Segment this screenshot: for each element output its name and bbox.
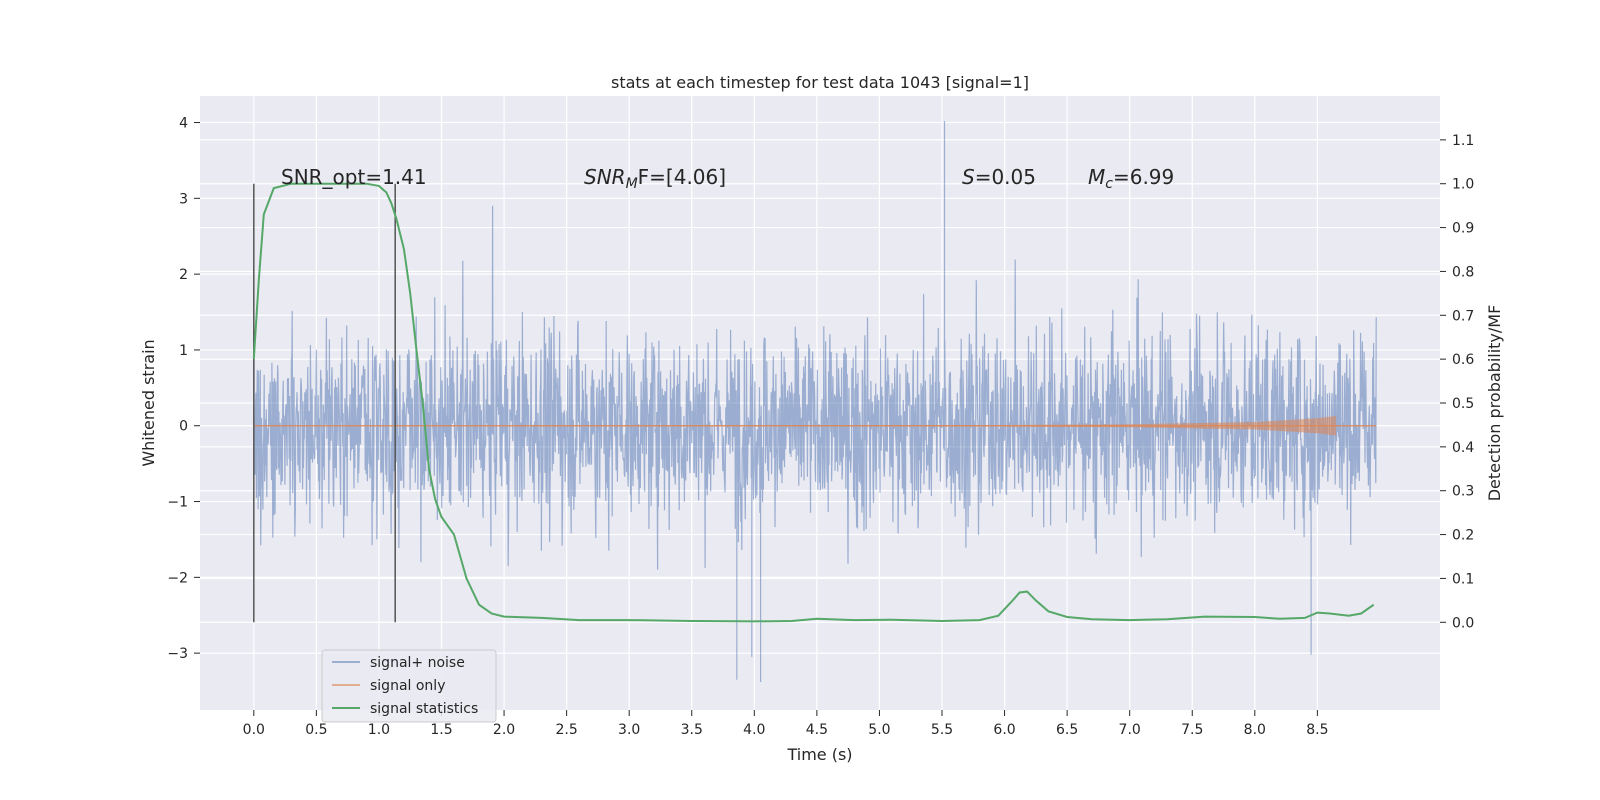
x-tick-label: 0.5 [305,722,327,738]
y-right-tick-label: 0.3 [1452,484,1474,500]
y-right-tick-label: 0.0 [1452,615,1474,631]
signal-only-series [253,415,1377,436]
x-tick-label: 4.0 [743,722,765,738]
x-tick-label: 5.5 [931,722,953,738]
x-tick-label: 8.0 [1244,722,1266,738]
y-axis-right-label: Detection probability/MF [1485,305,1504,502]
y-tick-label: 1 [179,343,188,359]
y-tick-label: 2 [179,267,188,283]
x-tick-label: 1.0 [368,722,390,738]
x-tick-label: 3.5 [681,722,703,738]
x-tick-label: 3.0 [618,722,640,738]
mc-annotation: Mc=6.99 [1088,165,1174,192]
y-tick-label: 0 [179,419,188,435]
y-axis-left: 4 3 2 1 0 −1 −2 −3 [167,116,200,662]
x-tick-label: 0.0 [243,722,265,738]
mc-symbol: M [1088,165,1105,189]
y-tick-label: −2 [167,570,188,586]
y-tick-label: 4 [179,116,188,132]
signal-noise-series [253,121,1377,682]
y-right-tick-label: 1.0 [1452,177,1474,193]
x-tick-label: 5.0 [868,722,890,738]
x-tick-label: 6.5 [1056,722,1078,738]
legend-label-signal-statistics: signal statistics [370,701,478,717]
signal-boundary-markers [253,183,396,623]
snr-mf-symbol: SNR [584,165,626,189]
mc-subscript: c [1105,176,1113,192]
y-right-tick-label: 0.6 [1452,352,1474,368]
legend: signal+ noise signal only signal statist… [321,649,497,723]
x-tick-label: 7.0 [1119,722,1141,738]
x-tick-label: 2.5 [555,722,577,738]
legend-label-signal-only: signal only [370,678,445,694]
s-annotation: S=0.05 [962,165,1036,189]
legend-label-signal-noise: signal+ noise [370,655,465,671]
mc-value: =6.99 [1113,165,1174,189]
x-tick-label: 4.5 [806,722,828,738]
s-value: =0.05 [975,165,1036,189]
x-tick-label: 7.5 [1181,722,1203,738]
y-right-tick-label: 0.7 [1452,308,1474,324]
y-right-tick-label: 0.1 [1452,571,1474,587]
y-right-tick-label: 0.4 [1452,440,1474,456]
y-right-tick-label: 1.1 [1452,133,1474,149]
y-right-tick-label: 0.9 [1452,221,1474,237]
signal-noise-line [253,121,1377,682]
snr-mf-annotation: SNRMF=[4.06] [584,165,726,192]
legend-box [321,649,497,723]
y-tick-label: −1 [167,495,188,511]
snr-mf-subscript: M [626,176,638,192]
y-tick-label: −3 [167,646,188,662]
x-axis: 0.0 0.5 1.0 1.5 2.0 2.5 3.0 3.5 4.0 4.5 5.0 5.5 6.0 6… [243,710,1329,738]
snr-mf-value: F=[4.06] [638,165,726,189]
chart-title: stats at each timestep for test data 104… [611,73,1029,92]
x-axis-label: Time (s) [786,745,852,764]
snr-opt-annotation: SNR_opt=1.41 [281,165,427,189]
x-tick-label: 2.0 [493,722,515,738]
x-tick-label: 1.5 [430,722,452,738]
y-axis-right: 1.1 1.0 0.9 0.8 0.7 0.6 0.5 0.4 0.3 0.2 0.1 0.0 [1440,133,1474,631]
x-tick-label: 8.5 [1306,722,1328,738]
y-right-tick-label: 0.5 [1452,396,1474,412]
y-axis-label: Whitened strain [139,339,158,466]
signal-statistics-line [252,182,1375,623]
y-tick-label: 3 [179,191,188,207]
x-tick-label: 6.0 [993,722,1015,738]
y-right-tick-label: 0.2 [1452,528,1474,544]
s-symbol: S [962,165,975,189]
signal-statistics-series [252,182,1375,623]
y-right-tick-label: 0.8 [1452,264,1474,280]
